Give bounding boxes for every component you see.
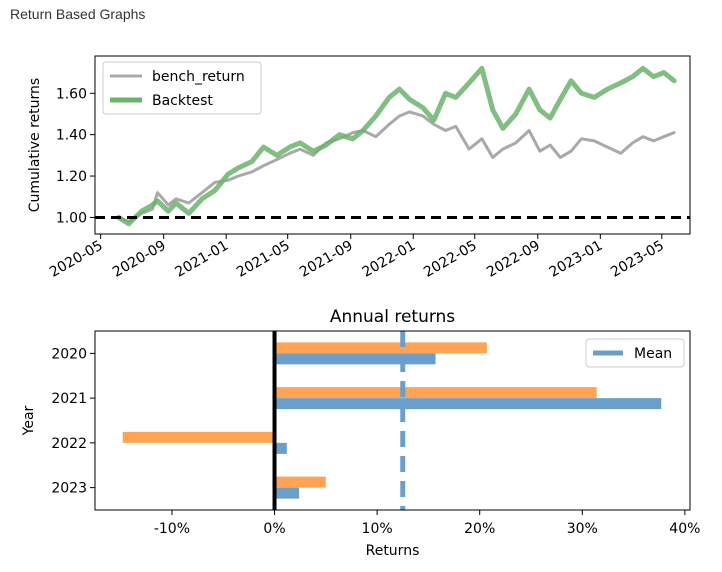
legend-label: Backtest (152, 93, 213, 109)
y-axis-label: Cumulative returns (27, 78, 43, 212)
bar-2021-series-1 (274, 387, 597, 399)
x-tick-label: -10% (154, 521, 190, 537)
bar-2020-series-1 (274, 342, 487, 354)
y-tick-label: 1.40 (56, 128, 87, 144)
x-axis-label: Returns (366, 543, 420, 559)
chart-title: Annual returns (330, 307, 455, 327)
x-tick-label: 10% (362, 521, 393, 537)
x-tick-label: 2022-05 (421, 238, 480, 281)
x-tick-label: 20% (464, 521, 495, 537)
x-tick-label: 30% (567, 521, 598, 537)
bar-2023-series-2 (274, 487, 300, 499)
y-tick-label: 2021 (51, 391, 87, 407)
y-tick-label: 2020 (51, 346, 87, 362)
legend-box (102, 61, 262, 115)
x-tick-label: 2022-09 (484, 238, 543, 281)
x-tick-label: 2020-09 (110, 238, 169, 281)
series-line-bench-return (117, 110, 676, 224)
x-tick-label: 0% (263, 521, 285, 537)
plot-frame (94, 55, 691, 235)
x-tick-label: 2021-05 (234, 238, 293, 281)
plot-frame (94, 330, 691, 511)
bar-2022-series-2 (274, 442, 287, 454)
x-tick-label: 2023-05 (608, 238, 667, 281)
y-tick-label: 1.20 (56, 169, 87, 185)
x-tick-label: 40% (669, 521, 700, 537)
y-axis-label: Year (21, 405, 37, 436)
series-line-backtest (116, 65, 677, 227)
x-tick-label: 2020-05 (47, 238, 106, 281)
bar-2022-series-1 (122, 431, 275, 443)
bar-2023-series-1 (274, 476, 326, 488)
y-tick-label: 2022 (51, 436, 87, 452)
legend-label: bench_return (152, 69, 245, 85)
y-tick-label: 1.00 (56, 210, 87, 226)
bar-2020-series-2 (274, 353, 436, 365)
y-tick-label: 1.60 (56, 86, 87, 102)
page-header: Return Based Graphs (10, 6, 146, 22)
x-tick-label: 2023-01 (547, 238, 606, 281)
y-tick-label: 2023 (51, 481, 87, 497)
bar-2021-series-2 (274, 398, 662, 410)
x-tick-label: 2021-09 (297, 238, 356, 281)
annual-returns-chart: Annual returns 2020 2021 2022 2023 -10% 0% 10% 2… (21, 307, 700, 559)
x-tick-label: 2022-01 (360, 238, 419, 281)
legend-label: Mean (634, 346, 672, 362)
legend-box (585, 338, 685, 368)
x-tick-label: 2021-01 (173, 238, 232, 281)
